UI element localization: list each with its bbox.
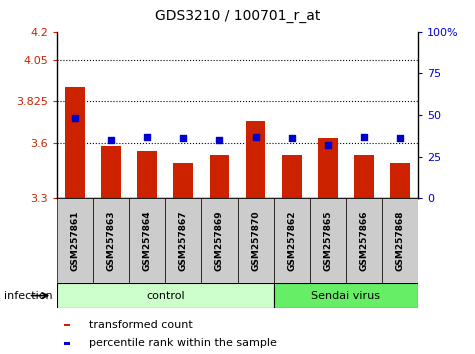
Text: percentile rank within the sample: percentile rank within the sample (89, 338, 277, 348)
Point (143, 134, 151, 139)
Point (71, 115, 79, 121)
Bar (93, 198, 129, 283)
Bar (238, 198, 274, 283)
Text: GSM257865: GSM257865 (323, 211, 332, 271)
Bar (346, 198, 382, 283)
Bar (209, 155, 229, 198)
Bar (57, 283, 274, 308)
Bar (201, 198, 238, 283)
Bar (65, 87, 85, 198)
Point (396, 136, 404, 141)
Bar (382, 198, 418, 283)
Bar (318, 138, 338, 198)
Bar (129, 198, 165, 283)
Text: GSM257862: GSM257862 (287, 211, 296, 271)
Bar (165, 198, 201, 283)
Bar (274, 198, 310, 283)
Bar (246, 121, 266, 198)
Text: infection: infection (4, 291, 52, 301)
Bar (354, 155, 374, 198)
Text: control: control (146, 291, 185, 301)
Point (216, 137, 223, 143)
Text: GDS3210 / 100701_r_at: GDS3210 / 100701_r_at (155, 9, 320, 23)
Bar (282, 155, 302, 198)
Text: Sendai virus: Sendai virus (311, 291, 380, 301)
Bar (101, 145, 121, 198)
Bar (57, 198, 93, 283)
Bar (390, 163, 410, 198)
Point (360, 134, 368, 139)
Text: GSM257863: GSM257863 (107, 211, 115, 271)
Text: GSM257861: GSM257861 (71, 211, 79, 271)
Point (324, 142, 332, 148)
Text: GSM257868: GSM257868 (396, 211, 404, 271)
Bar (64, 324, 70, 326)
Bar (274, 283, 418, 308)
Point (107, 137, 115, 143)
Text: GSM257870: GSM257870 (251, 211, 260, 271)
Bar (310, 198, 346, 283)
Bar (137, 151, 157, 198)
Point (252, 134, 259, 139)
Point (288, 136, 295, 141)
Bar (64, 342, 70, 345)
Bar (173, 163, 193, 198)
Text: GSM257864: GSM257864 (143, 210, 152, 271)
Text: GSM257869: GSM257869 (215, 210, 224, 271)
Text: transformed count: transformed count (89, 320, 193, 330)
Text: GSM257867: GSM257867 (179, 210, 188, 271)
Point (180, 136, 187, 141)
Text: GSM257866: GSM257866 (360, 211, 368, 271)
